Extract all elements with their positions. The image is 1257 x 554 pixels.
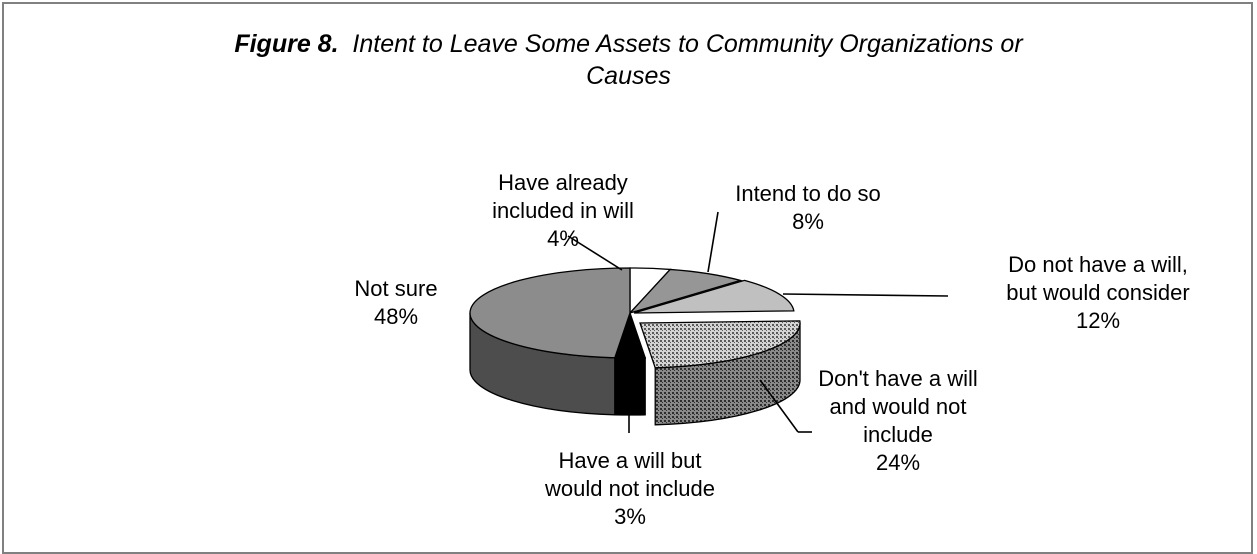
slice-label-line: Not sure bbox=[354, 276, 437, 301]
slice-label-line: included in will bbox=[492, 198, 634, 223]
slice-label-line: Intend to do so bbox=[735, 181, 881, 206]
slice-percent-3: 24% bbox=[876, 450, 920, 475]
slice-label-5: Not sure 48% bbox=[354, 276, 437, 329]
leader-line-3 bbox=[759, 379, 799, 433]
slice-label-line: include bbox=[863, 422, 933, 447]
slice-label-line: would not include bbox=[544, 476, 715, 501]
slice-label-0: Have already included in will 4% bbox=[492, 170, 634, 251]
slice-label-1: Intend to do so 8% bbox=[735, 181, 881, 234]
slice-percent-4: 3% bbox=[614, 504, 646, 529]
slice-percent-5: 48% bbox=[374, 304, 418, 329]
pie-slice-1 bbox=[627, 268, 743, 315]
slice-label-line: but would consider bbox=[1006, 280, 1189, 305]
chart-title: Figure 8. Intent to Leave Some Assets to… bbox=[0, 28, 1257, 60]
slice-percent-1: 8% bbox=[792, 209, 824, 234]
slice-label-line: Don't have a will bbox=[818, 366, 978, 391]
chart-title-line2: Causes bbox=[586, 62, 671, 90]
chart-title-line1: Intent to Leave Some Assets to Community… bbox=[352, 30, 1023, 58]
slice-label-line: Do not have a will, bbox=[1008, 252, 1188, 277]
pie-slice-3 bbox=[639, 320, 801, 369]
pie-side-4 bbox=[614, 357, 646, 416]
slice-label-4: Have a will but would not include 3% bbox=[544, 448, 715, 529]
slice-percent-2: 12% bbox=[1076, 308, 1120, 333]
slice-label-line: Have a will but bbox=[558, 448, 701, 473]
slice-label-line: Have already bbox=[498, 170, 628, 195]
slice-label-2: Do not have a will, but would consider 12% bbox=[1006, 252, 1189, 333]
pie-slice-5 bbox=[469, 267, 631, 359]
slice-percent-0: 4% bbox=[547, 226, 579, 251]
leader-line-0 bbox=[567, 235, 623, 271]
figure-label: Figure 8. bbox=[234, 30, 339, 58]
pie-slice-2 bbox=[633, 279, 795, 314]
leader-line-2 bbox=[782, 293, 949, 297]
slice-label-line: and would not bbox=[830, 394, 967, 419]
slice-label-3: Don't have a will and would not include 24% bbox=[818, 366, 978, 475]
leader-line-1 bbox=[707, 211, 719, 273]
